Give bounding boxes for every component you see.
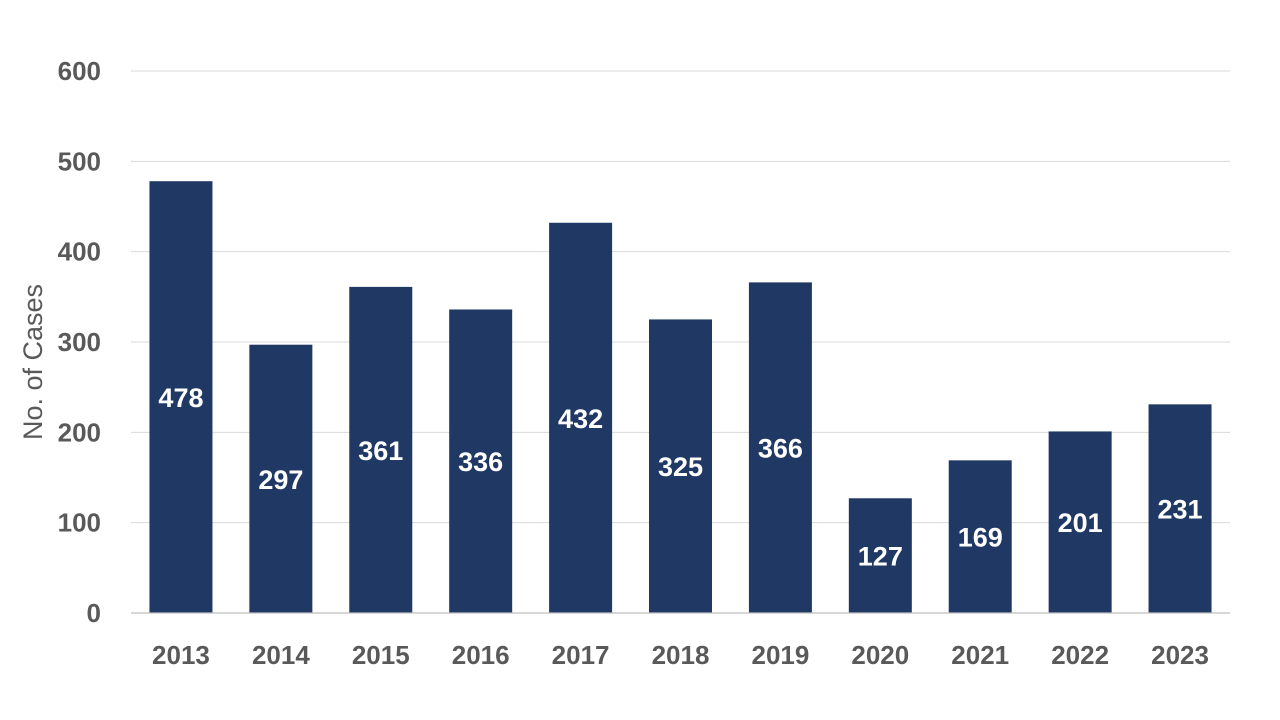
data-label: 231 [1158,495,1203,525]
x-tick-label: 2023 [1151,640,1209,670]
bars [149,181,1212,613]
y-tick-label: 200 [58,417,101,447]
x-tick-label: 2018 [652,640,710,670]
y-tick-label: 300 [58,327,101,357]
y-tick-label: 600 [58,56,101,86]
data-label: 297 [258,465,303,495]
x-tick-label: 2013 [152,640,210,670]
x-tick-label: 2015 [352,640,410,670]
x-tick-label: 2019 [751,640,809,670]
bar [848,498,912,613]
x-tick-label: 2021 [951,640,1009,670]
x-tick-label: 2017 [552,640,610,670]
x-tick-label: 2014 [252,640,310,670]
y-tick-label: 100 [58,508,101,538]
bar [349,286,413,613]
data-label: 478 [158,383,203,413]
y-axis-title: No. of Cases [18,284,48,440]
data-label: 361 [358,436,403,466]
data-label: 169 [958,523,1003,553]
data-label: 336 [458,447,503,477]
bar [1148,404,1212,613]
bar [449,309,513,613]
bar [549,222,613,613]
y-tick-label: 0 [87,598,101,628]
x-tick-label: 2016 [452,640,510,670]
data-label: 127 [858,542,903,572]
x-tick-label: 2020 [851,640,909,670]
y-tick-label: 400 [58,237,101,267]
bar [948,460,1012,613]
data-label: 432 [558,404,603,434]
bar [1048,431,1112,613]
data-label: 366 [758,434,803,464]
bar [149,181,213,613]
bar [649,319,712,613]
data-labels: 478 297 361 336 432 325 366 127 169 201 231 [158,383,1202,572]
data-label: 325 [658,452,703,482]
bar [249,344,313,613]
x-tick-label: 2022 [1051,640,1109,670]
x-axis-ticks: 2013 2014 2015 2016 2017 2018 2019 2020 2021 2022… [152,640,1209,670]
data-label: 201 [1058,508,1103,538]
y-axis-ticks: 0 100 200 300 400 500 600 [58,56,101,628]
y-tick-label: 500 [58,146,101,176]
bar [748,282,812,613]
